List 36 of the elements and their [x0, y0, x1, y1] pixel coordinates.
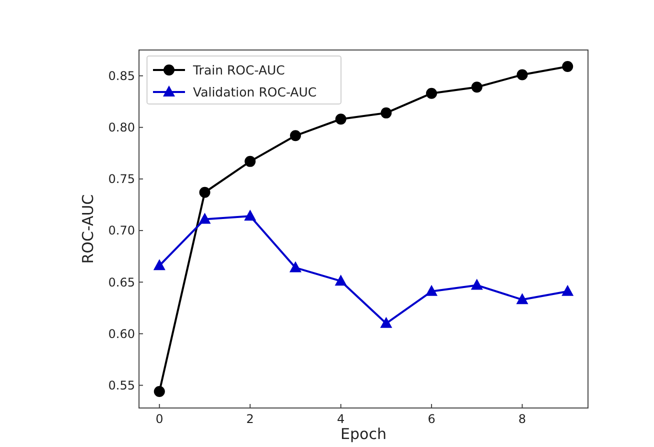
point	[198, 212, 211, 224]
point	[562, 61, 574, 72]
point	[290, 130, 301, 142]
point	[335, 114, 346, 125]
y-tick-label: 0.55	[108, 378, 135, 393]
y-tick-label: 0.60	[108, 326, 135, 341]
point	[470, 278, 483, 290]
x-tick-label: 6	[428, 412, 436, 426]
x-tick-label: 0	[156, 412, 164, 426]
x-axis-title: Epoch	[340, 425, 386, 443]
point	[244, 156, 256, 167]
point	[516, 69, 528, 80]
point	[562, 284, 574, 296]
point	[471, 82, 482, 93]
y-tick-label: 0.70	[108, 224, 135, 238]
y-axis-title: ROC-AUC	[79, 194, 97, 264]
point	[199, 186, 210, 198]
legend-label: Validation ROC-AUC	[193, 84, 317, 100]
point	[153, 259, 166, 270]
y-tick-label: 0.85	[108, 68, 135, 83]
point	[244, 210, 256, 221]
point	[426, 88, 438, 99]
point	[426, 284, 438, 296]
y-tick-label: 0.80	[108, 120, 135, 135]
point	[334, 274, 347, 286]
point	[154, 386, 165, 397]
legend-label: Train ROC-AUC	[192, 62, 286, 78]
x-tick-label: 2	[246, 412, 254, 426]
x-tick-label: 8	[518, 412, 526, 426]
y-tick-label: 0.75	[108, 172, 135, 186]
point	[380, 107, 392, 118]
point	[516, 293, 528, 304]
x-tick-label: 4	[337, 412, 345, 426]
y-tick-label: 0.65	[108, 275, 135, 290]
point	[289, 261, 302, 272]
point	[380, 316, 392, 328]
